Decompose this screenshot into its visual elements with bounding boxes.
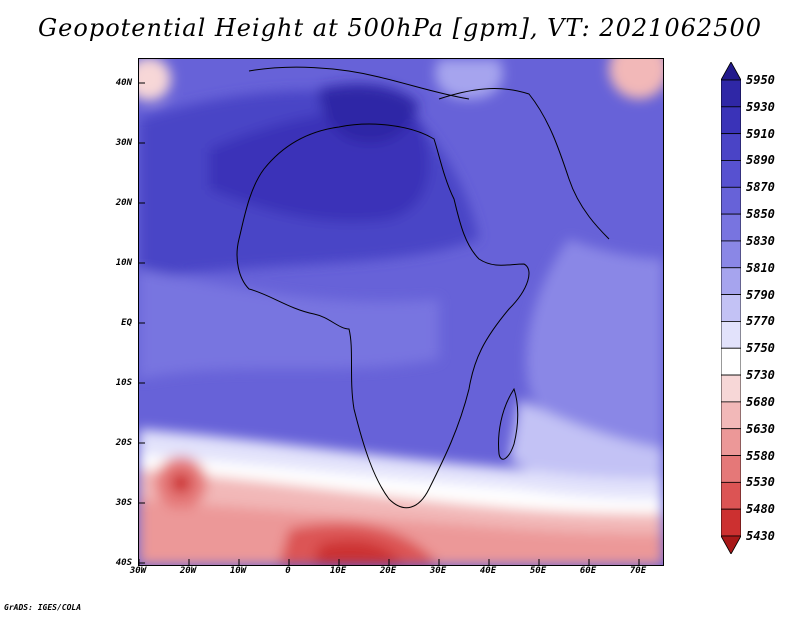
colorbar-label: 5530 xyxy=(746,475,775,490)
lon-label-60e: 60E xyxy=(579,566,597,576)
field-region-5930 xyxy=(319,84,419,143)
colorbar-segment xyxy=(721,133,741,161)
colorbar-max-triangle xyxy=(721,62,741,81)
lon-label-0: 0 xyxy=(285,566,291,576)
colorbar-label: 5480 xyxy=(746,502,775,517)
colorbar-min-triangle xyxy=(721,535,741,554)
colorbar-segment xyxy=(721,106,741,135)
lon-label-70e: 70E xyxy=(629,566,647,576)
colorbar-segment xyxy=(721,213,741,242)
lat-label-eq: EQ xyxy=(121,318,132,328)
colorbar-label: 5580 xyxy=(746,448,775,463)
colorbar-segment xyxy=(721,401,741,430)
map-panel xyxy=(138,58,664,566)
footer-credit: GrADS: IGES/COLA xyxy=(4,603,82,612)
colorbar-segment xyxy=(721,294,741,322)
lat-label-10n: 10N xyxy=(115,258,132,268)
lon-label-30w: 30W xyxy=(129,566,147,576)
colorbar-segment xyxy=(721,240,741,269)
colorbar-label: 5890 xyxy=(746,153,775,168)
lon-label-50e: 50E xyxy=(529,566,547,576)
colorbar-label: 5770 xyxy=(746,314,775,329)
field-region-5850 xyxy=(139,269,439,379)
lon-label-10e: 10E xyxy=(329,566,347,576)
lon-label-30e: 30E xyxy=(429,566,447,576)
lat-label-20s: 20S xyxy=(115,438,132,448)
madagascar-coastline xyxy=(498,387,519,460)
lon-label-10w: 10W xyxy=(229,566,247,576)
colorbar-label: 5750 xyxy=(746,341,775,356)
colorbar-label: 5730 xyxy=(746,368,775,383)
map-title: Geopotential Height at 500hPa [gpm], VT:… xyxy=(38,14,762,42)
colorbar-label: 5870 xyxy=(746,180,775,195)
field-region-5480 xyxy=(314,540,404,565)
colorbar-segment xyxy=(721,374,741,403)
colorbar-label: 5830 xyxy=(746,233,775,248)
cutoff-low-inner xyxy=(171,473,191,493)
colorbar-label: 5430 xyxy=(746,529,775,543)
colorbar-segment xyxy=(721,267,741,295)
colorbar-label: 5680 xyxy=(746,394,775,409)
colorbar-segment xyxy=(721,455,741,483)
colorbar-segment xyxy=(721,347,741,376)
lon-label-20w: 20W xyxy=(179,566,197,576)
colorbar-segment xyxy=(721,508,741,537)
lat-label-40s: 40S xyxy=(115,558,132,568)
colorbar-segment xyxy=(721,321,741,349)
lat-label-20n: 20N xyxy=(115,198,132,208)
arabia-coastline xyxy=(438,88,610,240)
colorbar-label: 5950 xyxy=(746,73,775,87)
colorbar-label: 5630 xyxy=(746,421,775,436)
lat-label-10s: 10S xyxy=(115,378,132,388)
colorbar-label: 5810 xyxy=(746,260,775,275)
lon-label-20e: 20E xyxy=(379,566,397,576)
field-region-ne-corner xyxy=(609,59,663,99)
colorbar-segment xyxy=(721,186,741,215)
colorbar-segment xyxy=(721,79,741,108)
colorbar xyxy=(721,62,741,554)
lat-label-30s: 30S xyxy=(115,498,132,508)
africa-coastline xyxy=(236,123,530,509)
colorbar-label: 5930 xyxy=(746,99,775,114)
colorbar-segment xyxy=(721,481,741,510)
lat-label-40n: 40N xyxy=(115,78,132,88)
field-region-nw-corner xyxy=(139,59,171,101)
colorbar-label: 5790 xyxy=(746,287,775,302)
axis-ticks xyxy=(139,82,640,565)
colorbar-label: 5850 xyxy=(746,207,775,222)
colorbar-label: 5910 xyxy=(746,126,775,141)
colorbar-segment xyxy=(721,428,741,456)
field-region-5630 xyxy=(139,499,663,565)
colorbar-segment xyxy=(721,160,741,188)
mediterranean-coastline xyxy=(248,66,470,100)
lon-label-40e: 40E xyxy=(479,566,497,576)
height-field-map xyxy=(139,59,663,565)
lat-label-30n: 30N xyxy=(115,138,132,148)
